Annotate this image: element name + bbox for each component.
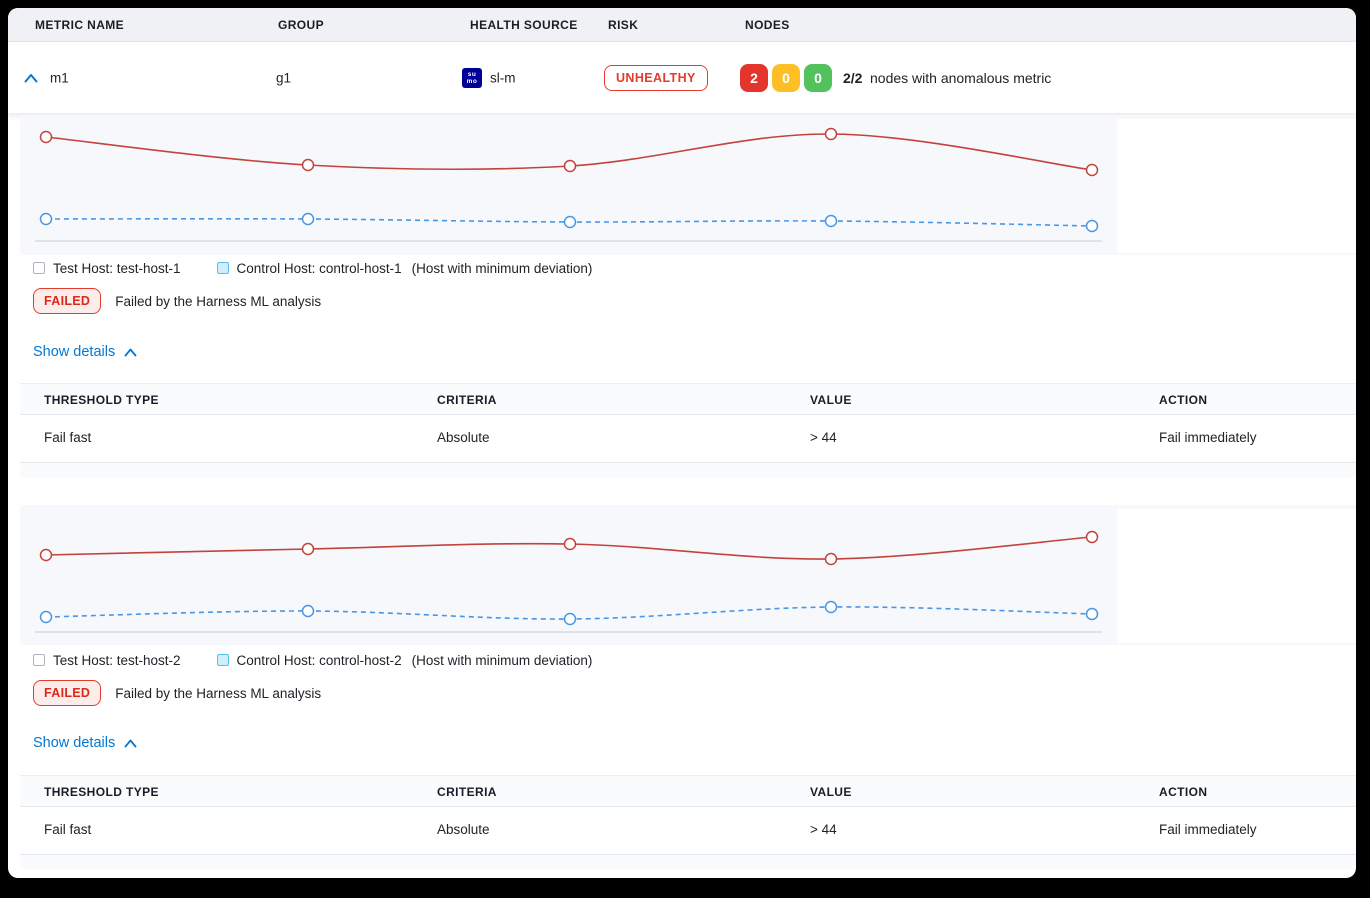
threshold-table-row: Fail fast Absolute > 44 Fail immediately <box>20 807 1356 855</box>
show-details-link[interactable]: Show details <box>33 344 137 360</box>
node-caption: nodes with anomalous metric <box>870 69 1052 86</box>
col-criteria: CRITERIA <box>437 393 497 407</box>
control-host-checkbox[interactable] <box>216 654 229 666</box>
col-value: VALUE <box>810 393 852 407</box>
chart-legend: Test Host: test-host-1 Control Host: con… <box>33 259 592 277</box>
threshold-table: THRESHOLD TYPE CRITERIA VALUE ACTION Fai… <box>20 383 1356 478</box>
test-host-checkbox[interactable] <box>33 654 45 666</box>
timeseries-chart[interactable] <box>20 115 1356 255</box>
legend-item-control-host[interactable]: Control Host: control-host-1 <box>216 260 402 276</box>
cell-criteria: Absolute <box>437 430 490 445</box>
column-metric-name: METRIC NAME <box>35 18 125 32</box>
show-details-link[interactable]: Show details <box>33 735 137 751</box>
test-host-label: Test Host: test-host-1 <box>53 260 181 276</box>
control-host-label: Control Host: control-host-1 <box>236 260 402 276</box>
table-column-header: METRIC NAME GROUP HEALTH SOURCE RISK NOD… <box>8 8 1356 42</box>
verification-metrics-panel: METRIC NAME GROUP HEALTH SOURCE RISK NOD… <box>8 8 1356 878</box>
analysis-status-row: FAILED Failed by the Harness ML analysis <box>33 288 321 314</box>
cell-criteria: Absolute <box>437 822 490 837</box>
failed-message: Failed by the Harness ML analysis <box>115 293 322 309</box>
cell-value: > 44 <box>810 822 837 837</box>
cell-value: > 44 <box>810 430 837 445</box>
column-nodes: NODES <box>745 18 790 32</box>
anomalous-node-count-badge: 2 <box>740 63 768 92</box>
metric-group: g1 <box>276 70 292 85</box>
col-threshold-type: THRESHOLD TYPE <box>44 785 159 799</box>
legend-item-control-host[interactable]: Control Host: control-host-2 <box>216 652 402 668</box>
failed-message: Failed by the Harness ML analysis <box>115 685 322 701</box>
col-value: VALUE <box>810 785 852 799</box>
cell-threshold-type: Fail fast <box>44 822 92 837</box>
chevron-up-icon[interactable] <box>124 348 137 357</box>
control-host-checkbox[interactable] <box>216 262 229 274</box>
threshold-table-header: THRESHOLD TYPE CRITERIA VALUE ACTION <box>20 384 1356 415</box>
metric-name: m1 <box>50 70 69 85</box>
control-host-label: Control Host: control-host-2 <box>236 652 402 668</box>
cell-action: Fail immediately <box>1159 430 1257 445</box>
cell-threshold-type: Fail fast <box>44 430 92 445</box>
minimum-deviation-note: (Host with minimum deviation) <box>411 652 593 668</box>
health-source-label: sl-m <box>490 70 516 85</box>
risk-status-badge: UNHEALTHY <box>604 64 708 91</box>
warning-node-count-badge: 0 <box>772 63 800 92</box>
minimum-deviation-note: (Host with minimum deviation) <box>411 260 593 276</box>
threshold-table: THRESHOLD TYPE CRITERIA VALUE ACTION Fai… <box>20 775 1356 869</box>
host-comparison-chart[interactable] <box>20 505 1356 645</box>
legend-item-test-host[interactable]: Test Host: test-host-1 <box>33 261 181 276</box>
col-action: ACTION <box>1159 785 1208 799</box>
col-criteria: CRITERIA <box>437 785 497 799</box>
col-action: ACTION <box>1159 393 1208 407</box>
failed-badge: FAILED <box>33 680 102 706</box>
metric-row[interactable]: m1 g1 su mo sl-m UNHEALTHY 2 0 0 2/2 nod… <box>8 42 1356 113</box>
healthy-node-count-badge: 0 <box>804 63 832 92</box>
timeseries-chart[interactable] <box>20 505 1356 645</box>
legend-item-test-host[interactable]: Test Host: test-host-2 <box>33 653 181 668</box>
column-group: GROUP <box>278 18 325 32</box>
column-health-source: HEALTH SOURCE <box>470 18 578 32</box>
failed-badge: FAILED <box>33 288 102 314</box>
threshold-table-row: Fail fast Absolute > 44 Fail immediately <box>20 415 1356 463</box>
chevron-up-icon[interactable] <box>124 739 137 748</box>
analysis-status-row: FAILED Failed by the Harness ML analysis <box>33 680 321 706</box>
node-ratio: 2/2 <box>843 69 863 86</box>
col-threshold-type: THRESHOLD TYPE <box>44 393 159 407</box>
host-comparison-chart[interactable] <box>20 115 1356 255</box>
test-host-label: Test Host: test-host-2 <box>53 652 181 668</box>
chart-legend: Test Host: test-host-2 Control Host: con… <box>33 651 592 669</box>
sumologic-icon: su mo <box>462 67 482 88</box>
cell-action: Fail immediately <box>1159 822 1257 837</box>
collapse-chevron-icon[interactable] <box>24 73 38 83</box>
column-risk: RISK <box>608 18 639 32</box>
threshold-table-header: THRESHOLD TYPE CRITERIA VALUE ACTION <box>20 776 1356 807</box>
test-host-checkbox[interactable] <box>33 262 45 274</box>
